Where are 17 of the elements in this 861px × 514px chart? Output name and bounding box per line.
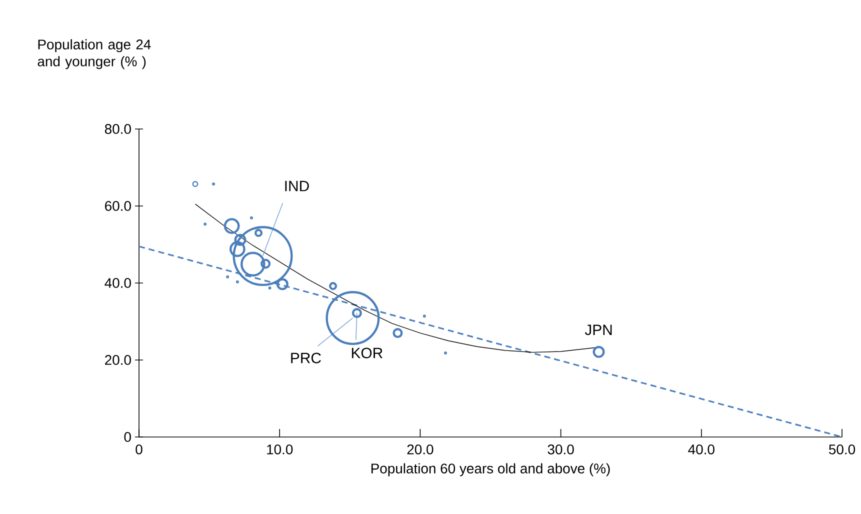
x-tick-label: 40.0	[688, 444, 714, 454]
annotation: PRC	[291, 352, 321, 364]
y-tick-label: 20.0	[105, 355, 131, 365]
x-tick-label: 20.0	[407, 444, 434, 454]
x-tick-label: 0	[136, 444, 142, 454]
y-tick-label: 0	[124, 432, 131, 442]
x-tick-label: 30.0	[548, 444, 574, 454]
x-tick-label: 50.0	[829, 444, 856, 454]
annotation: IND	[285, 180, 309, 192]
y-tick-label: 60.0	[105, 201, 131, 211]
y-tick-label: 40.0	[104, 278, 131, 288]
y-axis-title: Population age 24 and younger (% )	[38, 39, 151, 70]
annotation: KOR	[352, 348, 382, 358]
annotation: JPN	[584, 324, 612, 336]
x-tick-label: 10.0	[267, 444, 293, 454]
y-tick-label: 80.0	[104, 124, 131, 134]
x-axis-title: Population 60 years old and above (%)	[371, 463, 610, 476]
